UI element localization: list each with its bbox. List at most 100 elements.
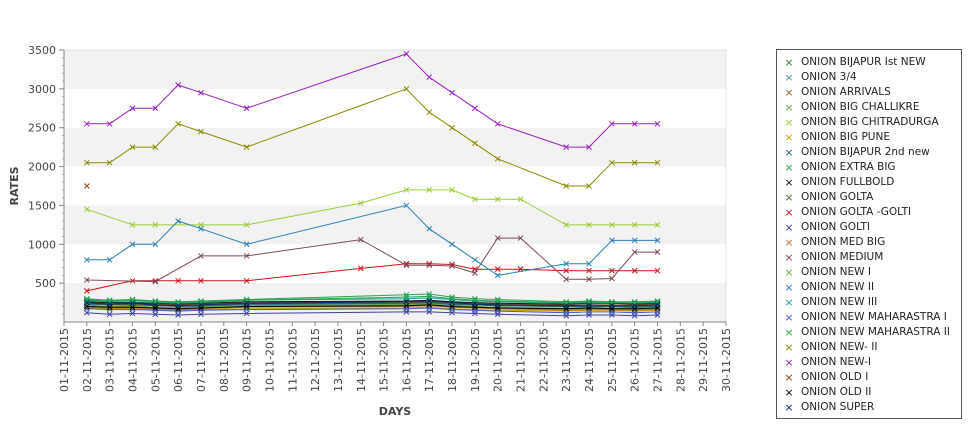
- data-point: [472, 270, 478, 276]
- data-point: [563, 300, 570, 307]
- legend-label: ONION MEDIUM: [801, 251, 884, 263]
- data-point: [586, 302, 592, 308]
- legend-marker-icon: ×: [784, 266, 794, 279]
- data-point: [175, 302, 181, 309]
- data-point: [631, 249, 638, 255]
- data-point: [609, 237, 615, 244]
- legend-marker-icon: ×: [784, 311, 794, 324]
- y-axis: 500 1000 1500 2000 2500 3000 3500: [28, 44, 65, 322]
- x-tick-label: 23-11-2015: [560, 328, 573, 392]
- data-point: [449, 299, 455, 306]
- legend-marker-icon: ×: [784, 86, 794, 99]
- x-tick-label: 29-11-2015: [697, 328, 710, 392]
- legend-label: ONION GOLTA: [801, 191, 874, 203]
- data-point: [403, 262, 410, 269]
- data-point: [609, 222, 615, 228]
- legend-marker-icon: ×: [784, 131, 794, 144]
- data-point: [152, 277, 159, 284]
- x-tick-label: 06-11-2015: [172, 328, 185, 392]
- legend-label: ONION ARRIVALS: [801, 86, 891, 98]
- data-point: [129, 105, 136, 112]
- legend-item: × ONION 3/4: [777, 70, 961, 85]
- data-point: [198, 277, 204, 284]
- data-point: [243, 241, 250, 248]
- data-point: [175, 308, 181, 314]
- data-point: [403, 298, 410, 305]
- data-point: [129, 222, 136, 228]
- legend-label: ONION NEW MAHARASTRA II: [801, 326, 950, 338]
- data-point: [654, 304, 661, 311]
- legend-item: × ONION NEW- II: [777, 340, 961, 355]
- data-point: [654, 249, 661, 255]
- series-group: [83, 235, 661, 285]
- data-point: [83, 256, 90, 263]
- data-point: [83, 183, 90, 189]
- legend-label: ONION OLD II: [801, 386, 872, 398]
- data-point: [494, 120, 501, 127]
- legend-marker-icon: ×: [784, 236, 794, 249]
- legend-item: × ONION ARRIVALS: [777, 85, 961, 100]
- data-point: [563, 267, 570, 274]
- data-point: [586, 260, 592, 267]
- series-group: [83, 187, 661, 228]
- data-point: [106, 301, 113, 307]
- data-point: [106, 256, 113, 263]
- legend-marker-icon: ×: [784, 191, 794, 204]
- data-point: [449, 187, 455, 193]
- data-point: [563, 222, 570, 228]
- data-point: [175, 218, 181, 224]
- legend-label: ONION SUPER: [801, 401, 875, 413]
- grid-band: [64, 50, 726, 89]
- legend-label: ONION NEW- II: [801, 341, 878, 353]
- data-point: [654, 299, 661, 306]
- x-tick-label: 19-11-2015: [469, 328, 482, 392]
- data-point: [403, 51, 410, 57]
- data-point: [472, 256, 478, 263]
- data-point: [654, 237, 661, 244]
- x-tick-label: 08-11-2015: [218, 328, 231, 392]
- x-tick-label: 16-11-2015: [400, 328, 413, 392]
- data-point: [152, 105, 159, 112]
- data-point: [129, 241, 136, 248]
- legend-label: ONION BIG CHITRADURGA: [801, 116, 939, 128]
- legend-label: ONION 3/4: [801, 71, 857, 83]
- y-axis-title: RATES: [8, 166, 21, 205]
- x-tick-label: 25-11-2015: [606, 328, 619, 392]
- legend-item: × ONION BIG CHITRADURGA: [777, 115, 961, 130]
- data-point: [175, 300, 181, 307]
- legend-label: ONION BIG CHALLIKRE: [801, 101, 920, 113]
- data-point: [129, 300, 136, 307]
- legend-marker-icon: ×: [784, 371, 794, 384]
- legend-marker-icon: ×: [784, 146, 794, 159]
- data-point: [83, 288, 90, 294]
- data-point: [152, 278, 159, 285]
- data-point: [609, 120, 615, 127]
- data-point: [426, 109, 433, 116]
- data-point: [449, 263, 455, 269]
- legend-label: ONION NEW I: [801, 266, 871, 278]
- data-point: [426, 298, 433, 304]
- data-point: [243, 222, 250, 228]
- data-point: [654, 267, 661, 274]
- data-point: [654, 120, 661, 127]
- data-point: [198, 302, 204, 308]
- data-point: [449, 124, 455, 131]
- series-line: [86, 263, 658, 292]
- data-point: [517, 196, 524, 203]
- legend-label: ONION GOLTI: [801, 221, 870, 233]
- data-point: [243, 144, 250, 150]
- data-point: [586, 299, 592, 306]
- legend-label: ONION EXTRA BIG: [801, 161, 896, 173]
- line-chart: 500 1000 1500 2000 2500 3000 3500 01-11-2015 02…: [8, 44, 733, 418]
- data-point: [243, 300, 250, 307]
- data-point: [631, 159, 638, 166]
- legend-item: × ONION NEW III: [777, 295, 961, 310]
- data-point: [83, 120, 90, 127]
- data-point: [106, 298, 113, 305]
- data-point: [563, 260, 570, 267]
- legend-item: × ONION GOLTA: [777, 190, 961, 205]
- data-point: [586, 222, 592, 228]
- x-tick-label: 01-11-2015: [58, 328, 71, 392]
- data-point: [152, 241, 159, 248]
- y-tick-label: 3000: [28, 83, 56, 96]
